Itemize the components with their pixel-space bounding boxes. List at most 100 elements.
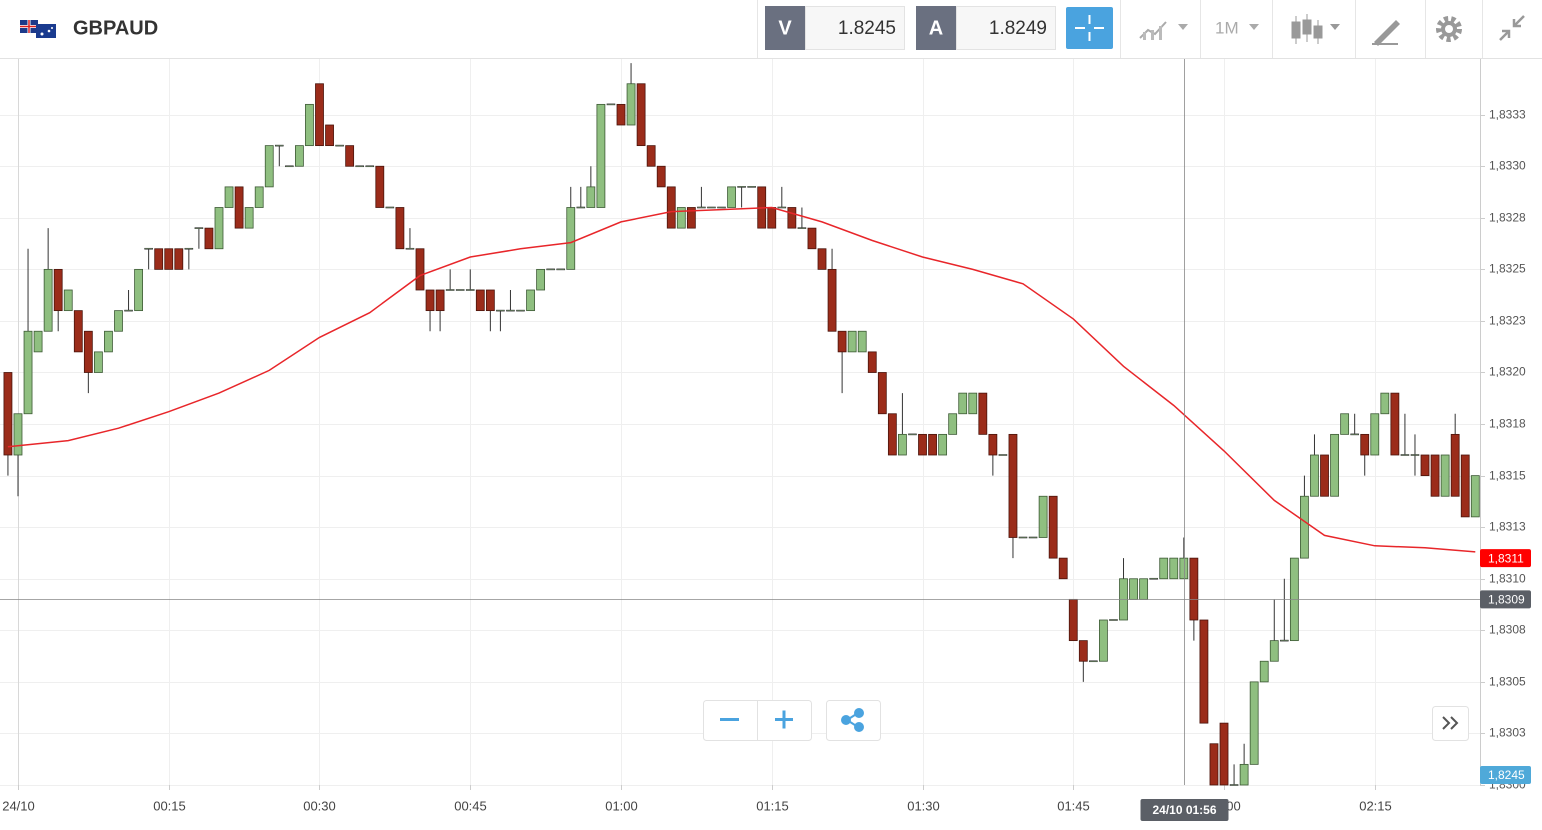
candle-body: [727, 186, 736, 208]
draw-button[interactable]: [1372, 20, 1400, 46]
candle-body: [1460, 454, 1470, 518]
candle-body: [867, 351, 877, 373]
candle-body: [496, 309, 505, 312]
candle-body: [43, 268, 53, 332]
candle-body: [717, 206, 726, 209]
candle-body: [395, 207, 405, 250]
candle-type-button[interactable]: [1291, 14, 1340, 44]
candle-body: [315, 83, 324, 147]
candle-body: [53, 268, 63, 312]
candle-body: [114, 310, 123, 332]
candle-body: [1280, 639, 1289, 642]
candle-body: [1038, 495, 1048, 538]
share-button[interactable]: [826, 700, 881, 741]
candle-body: [73, 310, 83, 353]
candle-body: [164, 248, 174, 270]
candle-body: [737, 186, 746, 188]
candle-body: [898, 433, 907, 456]
candle-body: [204, 227, 214, 250]
collapse-button[interactable]: [1499, 15, 1525, 41]
candle-body: [1340, 413, 1350, 435]
buy-button[interactable]: [916, 6, 956, 50]
price-tag: [1480, 766, 1531, 784]
buy-price-box[interactable]: [956, 6, 1056, 50]
candle-body: [1068, 598, 1078, 642]
candle-body: [1159, 557, 1169, 580]
price-tag-label: 1,8245: [1488, 768, 1525, 782]
candle-body: [1390, 392, 1400, 456]
candle-body: [636, 83, 646, 147]
y-tick-label: 1,8320: [1489, 365, 1526, 379]
candle-body: [1179, 557, 1189, 580]
buy-price: 1.8249: [989, 18, 1047, 39]
sell-button[interactable]: [765, 6, 805, 50]
y-tick-label: 1,8313: [1489, 520, 1526, 534]
buy-label: A: [929, 17, 943, 39]
x-tick-label: 01:30: [907, 798, 940, 813]
crosshair-button[interactable]: [1066, 7, 1113, 49]
candle-body: [646, 145, 656, 167]
candle-body: [93, 351, 103, 373]
candle-body: [1249, 681, 1259, 765]
timeframe-arrow: [1249, 24, 1259, 30]
y-tick-label: 1,8310: [1489, 572, 1526, 586]
header: GBPAUD V 1.8245 A 1.8249 1M: [0, 0, 1542, 59]
candle-body: [1018, 536, 1028, 539]
zoom-out[interactable]: [720, 718, 739, 721]
candle-body: [506, 309, 515, 312]
share-icon: [841, 708, 864, 732]
candle-body: [3, 372, 13, 456]
zoom-in[interactable]: [775, 710, 793, 729]
candle-body: [1129, 578, 1138, 600]
scroll-right-button[interactable]: [1432, 706, 1469, 741]
symbol: GBPAUD: [73, 17, 158, 39]
candle-body: [465, 289, 475, 291]
candle-body: [676, 207, 686, 229]
candle-body: [656, 165, 666, 188]
price-tag: [1480, 549, 1531, 568]
sell-price-box[interactable]: [805, 6, 905, 50]
candle-body: [827, 268, 837, 332]
candle-body: [1420, 454, 1430, 477]
candle-body: [516, 309, 525, 312]
y-tick-label: 1,8305: [1489, 675, 1526, 689]
candle-body: [124, 309, 133, 312]
price-tag-label: 1,8311: [1488, 551, 1524, 565]
y-tick-label: 1,8318: [1489, 417, 1526, 431]
candle-body: [375, 165, 385, 208]
candle-body: [1229, 784, 1239, 786]
candle-body: [325, 124, 334, 147]
candle-body: [274, 144, 284, 147]
candle-body: [1199, 619, 1209, 724]
candle-body: [847, 330, 857, 353]
candle-body: [33, 330, 43, 353]
candle-body: [1320, 454, 1329, 497]
candle-body: [566, 207, 576, 270]
timeframe[interactable]: 1M: [1215, 18, 1239, 37]
candle-body: [405, 247, 415, 250]
candle-body: [455, 289, 465, 291]
candle-body: [1078, 640, 1088, 662]
candle-body: [305, 103, 314, 147]
candle-body: [576, 206, 586, 209]
candle-body: [707, 206, 716, 209]
crosshair-time-tag: [1140, 799, 1229, 821]
candle-body: [1360, 433, 1370, 456]
candle-body: [1400, 454, 1410, 456]
candle-body: [697, 206, 706, 209]
candle-body: [1209, 743, 1219, 786]
candle-body: [546, 268, 555, 271]
candle-body: [908, 433, 917, 436]
y-tick-label: 1,8303: [1489, 726, 1526, 740]
candle-body: [154, 248, 164, 270]
candle-body: [485, 289, 495, 312]
chart-type-button[interactable]: [1139, 21, 1188, 40]
candle-body: [1470, 475, 1480, 518]
settings-button[interactable]: [1436, 16, 1462, 42]
candle-body: [285, 165, 294, 168]
x-tick-label: 01:45: [1057, 798, 1090, 813]
candle-body: [877, 372, 887, 415]
price-tag: [1480, 590, 1531, 609]
crosshair-icon: [1075, 15, 1104, 41]
